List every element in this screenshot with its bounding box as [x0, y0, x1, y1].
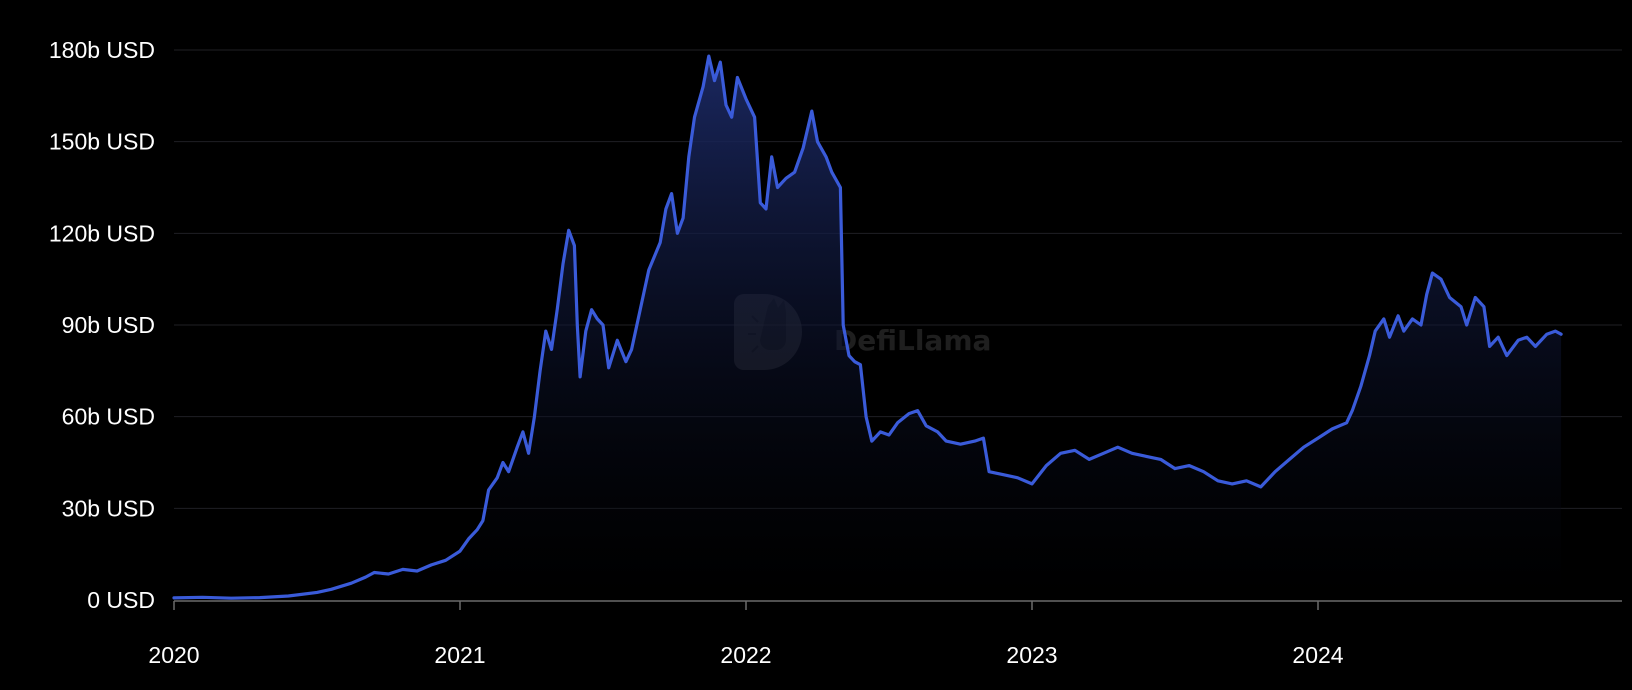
y-tick-label: 90b USD	[62, 312, 155, 338]
x-tick-label: 2020	[148, 642, 199, 668]
x-tick-label: 2022	[720, 642, 771, 668]
watermark-text: DefiLlama	[834, 324, 991, 357]
y-axis-labels: 0 USD 30b USD 60b USD 90b USD 120b USD 150b U…	[49, 37, 155, 613]
y-tick-label: 60b USD	[62, 404, 155, 430]
y-tick-label: 30b USD	[62, 495, 155, 521]
x-tick-label: 2024	[1292, 642, 1343, 668]
x-tick-label: 2021	[434, 642, 485, 668]
x-axis-labels: 2020 2021 2022 2023 2024	[148, 642, 1343, 668]
x-tick-label: 2023	[1006, 642, 1057, 668]
series-line	[172, 54, 1563, 600]
y-tick-label: 120b USD	[49, 220, 155, 246]
x-axis-ticks	[173, 601, 1319, 610]
y-tick-label: 180b USD	[49, 37, 155, 63]
y-tick-label: 150b USD	[49, 129, 155, 155]
grid-lines	[174, 49, 1622, 509]
y-tick-label: 0 USD	[87, 587, 155, 613]
series-area-fill	[174, 56, 1562, 601]
